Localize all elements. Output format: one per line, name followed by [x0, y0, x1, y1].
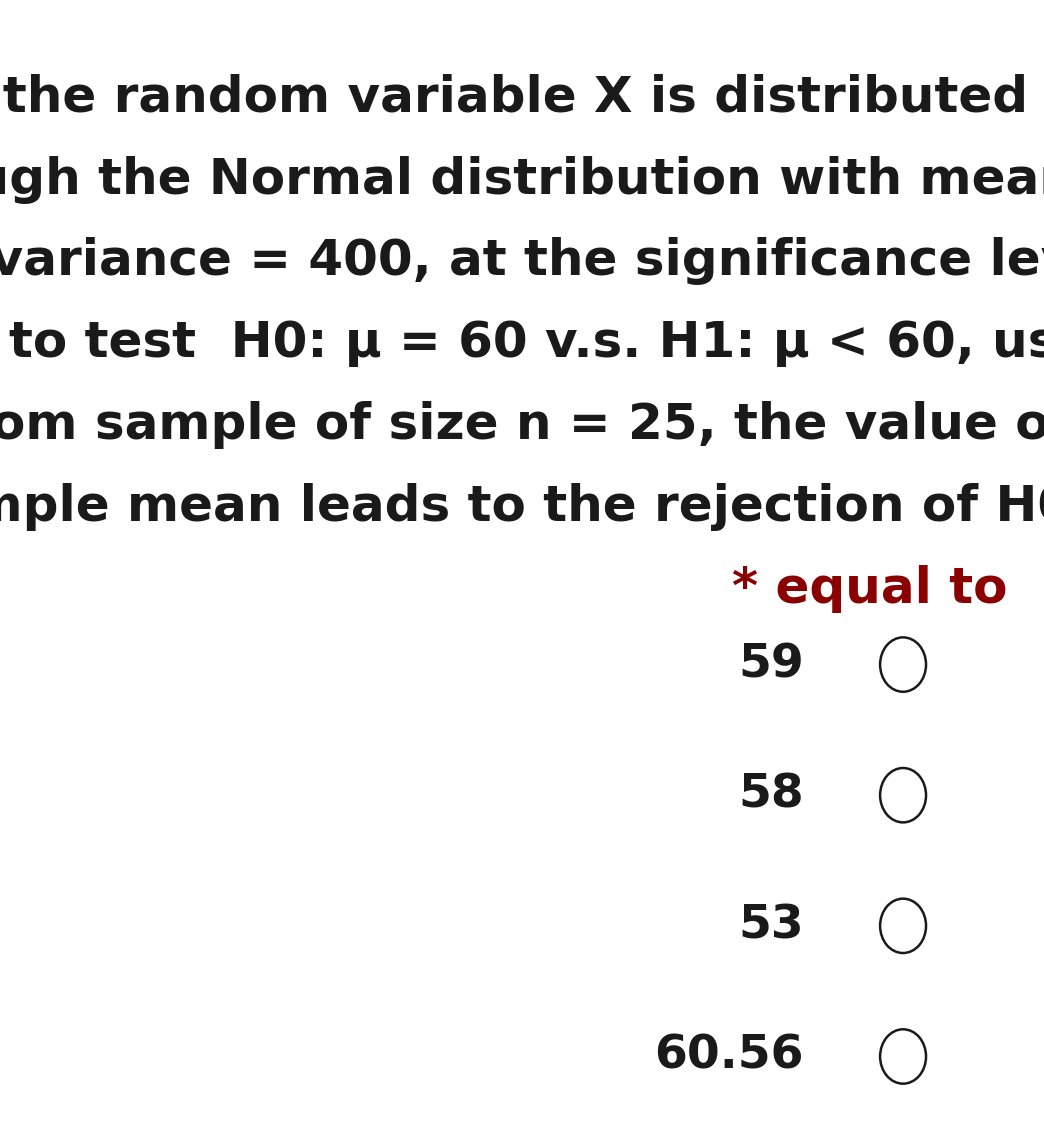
Text: * equal to: * equal to [732, 565, 1007, 612]
Text: random sample of size n = 25, the value of the: random sample of size n = 25, the value … [0, 401, 1044, 449]
Text: 60.56: 60.56 [655, 1034, 804, 1079]
Text: sample mean leads to the rejection of H0 is: sample mean leads to the rejection of H0… [0, 483, 1044, 531]
Text: 59: 59 [738, 642, 804, 687]
Text: =5%, to test  H0: μ = 60 v.s. H1: μ < 60, using a: =5%, to test H0: μ = 60 v.s. H1: μ < 60,… [0, 319, 1044, 367]
Text: 58: 58 [738, 772, 804, 818]
Text: 53: 53 [738, 903, 804, 949]
Text: through the Normal distribution with mean = μ: through the Normal distribution with mea… [0, 156, 1044, 203]
Text: If the random variable X is distributed .4: If the random variable X is distributed … [0, 74, 1044, 122]
Text: and variance = 400, at the significance level α: and variance = 400, at the significance … [0, 237, 1044, 285]
